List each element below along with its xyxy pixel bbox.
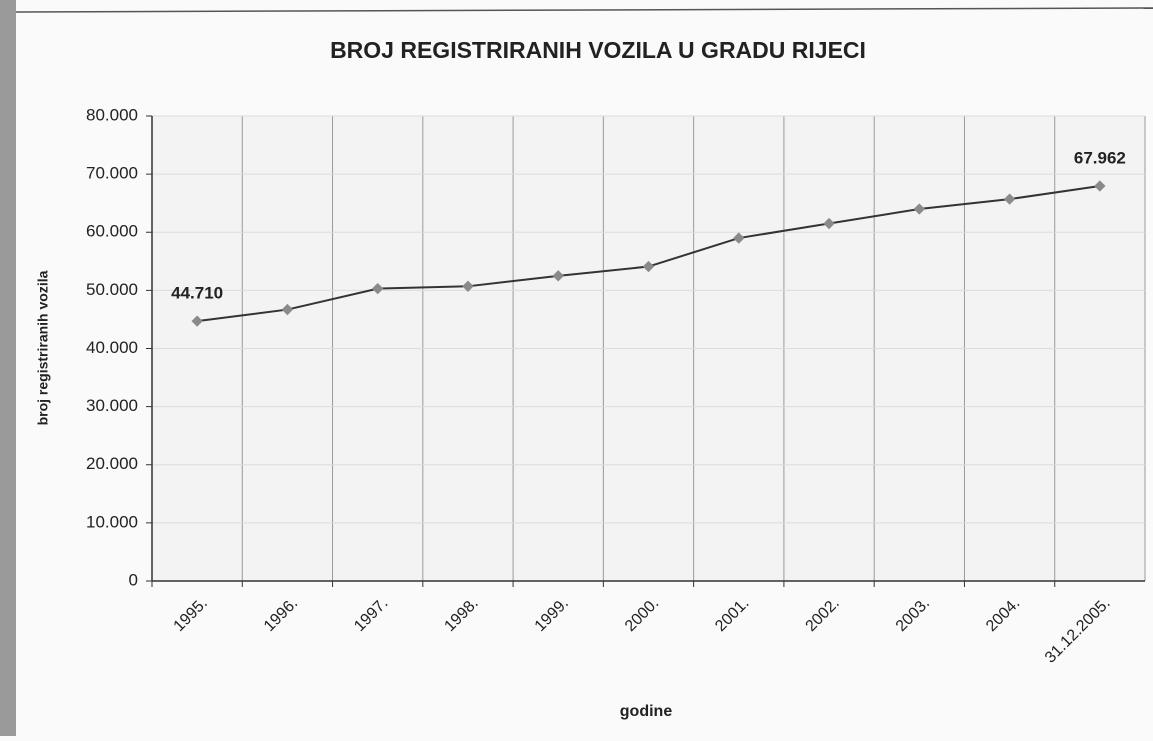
- y-axis-title: broj registriranih vozila: [35, 270, 51, 425]
- y-tick-label: 70.000: [86, 164, 138, 183]
- point-marker: [372, 282, 384, 295]
- point-marker: [642, 260, 655, 273]
- y-tick-label: 60.000: [86, 222, 138, 241]
- chart-title: BROJ REGISTRIRANIH VOZILA U GRADU RIJECI: [330, 37, 866, 63]
- y-tick-label: 10.000: [86, 512, 138, 531]
- scan-edge: [0, 0, 16, 736]
- point-marker: [733, 232, 745, 244]
- point-marker: [823, 217, 835, 230]
- y-tick-label: 40.000: [86, 338, 138, 357]
- y-tick-label: 30.000: [86, 396, 138, 415]
- point-marker: [1003, 193, 1016, 205]
- point-marker: [462, 280, 474, 292]
- y-tick-label: 20.000: [86, 454, 138, 473]
- frame-top: [15, 7, 1153, 13]
- data-label: 44.710: [171, 284, 223, 303]
- data-label: 67.962: [1074, 148, 1126, 167]
- x-axis-title: godine: [620, 703, 673, 720]
- point-marker: [1094, 180, 1106, 192]
- y-tick-label: 50.000: [86, 280, 138, 299]
- point-marker: [281, 303, 294, 316]
- point-marker: [191, 315, 203, 327]
- point-marker: [913, 203, 925, 215]
- y-tick-label: 0: [129, 570, 138, 589]
- y-tick-label: 80.000: [86, 105, 138, 124]
- point-marker: [552, 270, 564, 282]
